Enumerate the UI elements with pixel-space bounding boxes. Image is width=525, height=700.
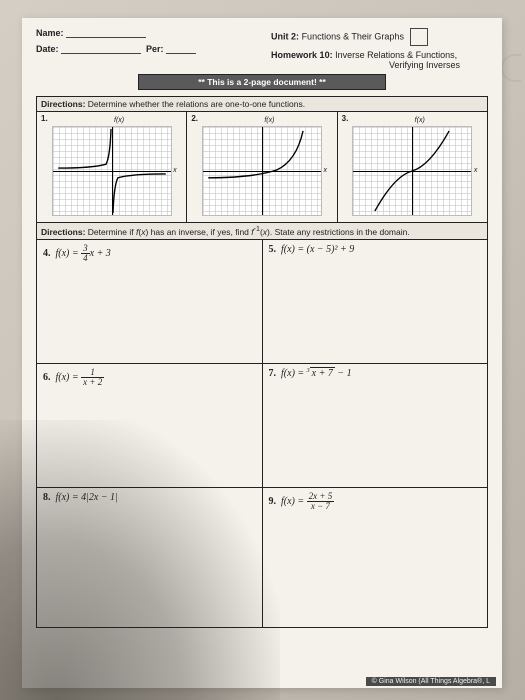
p6-frac: 1x + 2 — [81, 368, 104, 388]
hw-label: Homework 10: — [271, 50, 333, 60]
graph-cell-2: 2. f(x) x — [187, 112, 337, 222]
date-blank — [61, 44, 141, 54]
name-row: Name: — [36, 28, 253, 38]
grid-2: f(x) x — [202, 126, 322, 216]
graph-num-2: 2. — [191, 114, 198, 123]
hw-text2: Verifying Inverses — [271, 60, 488, 70]
graph-row: 1. f(x) x 2. f(x) x — [36, 112, 488, 223]
p9-prefix: f(x) = — [281, 496, 307, 507]
problem-7: 7. f(x) = 3x + 7 − 1 — [263, 364, 488, 487]
curve-1 — [53, 127, 171, 215]
x-label-3: x — [474, 167, 478, 174]
work-row-2: 6. f(x) = 1x + 2 7. f(x) = 3x + 7 − 1 — [36, 364, 488, 488]
p7-num: 7. — [269, 368, 277, 379]
directions-1-label: Directions: — [41, 99, 85, 109]
copyright: © Gina Wilson (All Things Algebra®, L — [366, 677, 496, 686]
problem-8: 8. f(x) = 4|2x − 1| — [37, 488, 263, 627]
directions-1-text: Determine whether the relations are one-… — [88, 99, 305, 109]
p8-text: f(x) = 4|2x − 1| — [56, 492, 118, 503]
p6-prefix: f(x) = — [56, 372, 82, 383]
p4-frac: 34 — [81, 244, 90, 264]
p5-text: f(x) = (x − 5)² + 9 — [281, 244, 354, 255]
p4-frac-d: 4 — [81, 254, 90, 264]
header-left: Name: Date: Per: — [36, 28, 253, 70]
x-label-1: x — [173, 167, 177, 174]
graph-num-3: 3. — [342, 114, 349, 123]
date-label: Date: — [36, 44, 59, 54]
name-label: Name: — [36, 28, 64, 38]
p4-prefix: f(x) = — [56, 248, 82, 259]
page-banner: ** This is a 2-page document! ** — [138, 74, 387, 90]
p7-eq: 7. f(x) = 3x + 7 − 1 — [269, 368, 352, 379]
worksheet-paper: Name: Date: Per: Unit 2: Functions & The… — [22, 18, 502, 688]
p5-eq: 5. f(x) = (x − 5)² + 9 — [269, 244, 355, 255]
problem-6: 6. f(x) = 1x + 2 — [37, 364, 263, 487]
fx-label-3: f(x) — [415, 117, 425, 124]
problem-9: 9. f(x) = 2x + 5x − 7 — [263, 488, 488, 627]
binder-ring — [501, 54, 521, 82]
score-box — [410, 28, 428, 46]
work-row-1: 4. f(x) = 34x + 3 5. f(x) = (x − 5)² + 9 — [36, 240, 488, 364]
problem-4: 4. f(x) = 34x + 3 — [37, 240, 263, 363]
p8-eq: 8. f(x) = 4|2x − 1| — [43, 492, 118, 503]
p9-frac: 2x + 5x − 7 — [307, 492, 335, 512]
header-right: Unit 2: Functions & Their Graphs Homewor… — [271, 28, 488, 70]
hw-text1: Inverse Relations & Functions, — [335, 50, 457, 60]
date-row: Date: Per: — [36, 44, 253, 54]
p4-eq: 4. f(x) = 34x + 3 — [43, 248, 111, 259]
p9-frac-d: x − 7 — [307, 502, 335, 512]
unit-row: Unit 2: Functions & Their Graphs — [271, 28, 488, 46]
directions-2-text: Determine if f(x) has an inverse, if yes… — [88, 227, 410, 237]
name-blank — [66, 28, 146, 38]
fx-label-2: f(x) — [264, 117, 274, 124]
p8-num: 8. — [43, 492, 51, 503]
problem-5: 5. f(x) = (x − 5)² + 9 — [263, 240, 488, 363]
graph-cell-3: 3. f(x) x — [338, 112, 487, 222]
curve-2 — [203, 127, 321, 215]
p4-num: 4. — [43, 248, 51, 259]
directions-2-label: Directions: — [41, 227, 85, 237]
per-blank — [166, 44, 196, 54]
directions-1: Directions: Determine whether the relati… — [36, 96, 488, 112]
fx-label-1: f(x) — [114, 117, 124, 124]
work-row-3: 8. f(x) = 4|2x − 1| 9. f(x) = 2x + 5x − … — [36, 488, 488, 628]
curve-3 — [353, 127, 471, 215]
graph-num-1: 1. — [41, 114, 48, 123]
directions-2: Directions: Determine if f(x) has an inv… — [36, 223, 488, 240]
p4-suffix: x + 3 — [90, 248, 111, 259]
p9-eq: 9. f(x) = 2x + 5x − 7 — [269, 496, 335, 507]
p5-num: 5. — [269, 244, 277, 255]
unit-label: Unit 2: — [271, 31, 299, 41]
hw-row: Homework 10: Inverse Relations & Functio… — [271, 50, 488, 60]
p9-num: 9. — [269, 496, 277, 507]
p6-num: 6. — [43, 372, 51, 383]
p6-eq: 6. f(x) = 1x + 2 — [43, 372, 104, 383]
p6-frac-d: x + 2 — [81, 378, 104, 388]
header: Name: Date: Per: Unit 2: Functions & The… — [36, 28, 488, 70]
grid-3: f(x) x — [352, 126, 472, 216]
grid-1: f(x) x — [52, 126, 172, 216]
graph-cell-1: 1. f(x) x — [37, 112, 187, 222]
per-label: Per: — [146, 44, 164, 54]
unit-text: Functions & Their Graphs — [302, 31, 404, 41]
x-label-2: x — [323, 167, 327, 174]
